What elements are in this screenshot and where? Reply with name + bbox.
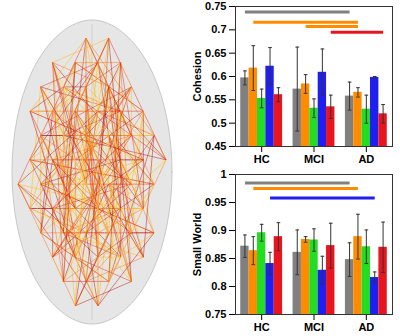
svg-text:Small World: Small World	[191, 213, 203, 276]
svg-text:0.85: 0.85	[205, 252, 226, 264]
svg-text:0.45: 0.45	[205, 140, 226, 152]
svg-text:MCI: MCI	[304, 321, 324, 333]
svg-text:MCI: MCI	[304, 153, 324, 165]
svg-text:0.55: 0.55	[205, 93, 226, 105]
svg-text:0.6: 0.6	[211, 70, 226, 82]
svg-text:0.5: 0.5	[211, 117, 226, 129]
svg-text:AD: AD	[358, 321, 374, 333]
svg-text:0.9: 0.9	[211, 224, 226, 236]
svg-text:0.75: 0.75	[205, 308, 226, 320]
svg-text:HC: HC	[254, 321, 270, 333]
svg-text:HC: HC	[254, 153, 270, 165]
svg-text:0.65: 0.65	[205, 47, 226, 59]
svg-text:1: 1	[220, 168, 226, 180]
svg-text:0.95: 0.95	[205, 196, 226, 208]
svg-text:AD: AD	[358, 153, 374, 165]
svg-text:Cohesion: Cohesion	[191, 51, 203, 101]
svg-text:0.75: 0.75	[205, 0, 226, 12]
svg-text:0.7: 0.7	[211, 23, 226, 35]
svg-text:0.8: 0.8	[211, 280, 226, 292]
